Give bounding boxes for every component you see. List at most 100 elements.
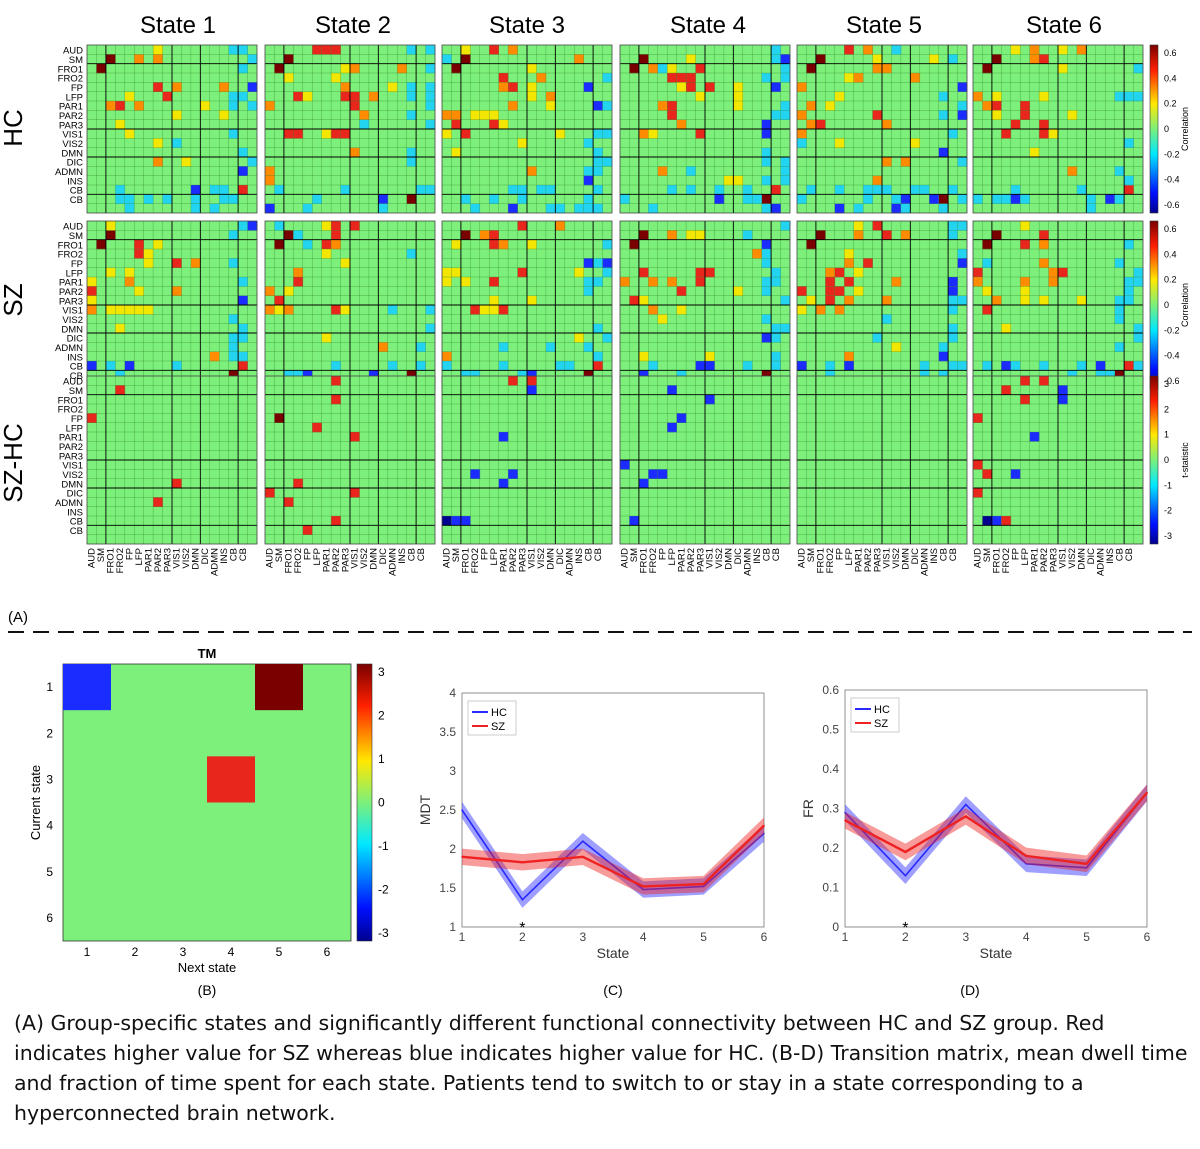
matrix-cell xyxy=(761,119,772,130)
matrix-cell xyxy=(350,101,360,111)
network-label: PAR1 xyxy=(498,548,509,572)
network-label: CB xyxy=(938,548,949,561)
tm-ylabel: Current state xyxy=(28,765,43,840)
network-label: INS xyxy=(67,176,83,187)
matrix-cell xyxy=(648,63,659,74)
matrix-cell xyxy=(1048,267,1059,278)
matrix-cell xyxy=(948,305,958,315)
tm-ytick: 3 xyxy=(46,772,53,786)
matrix-cell xyxy=(797,305,807,315)
matrix-cell xyxy=(87,361,97,371)
matrix-cell xyxy=(667,277,677,287)
y-tick: 3 xyxy=(449,764,456,778)
matrix-cell xyxy=(638,129,649,139)
matrix-cell xyxy=(460,54,471,64)
network-label: LFP xyxy=(66,268,83,279)
matrix-cell xyxy=(1086,194,1097,204)
network-label: VIS1 xyxy=(62,461,83,472)
matrix-cell xyxy=(172,82,182,92)
matrix-cell xyxy=(938,203,949,214)
matrix-cell xyxy=(1029,432,1040,442)
matrix-cell xyxy=(1076,185,1087,195)
network-label: LFP xyxy=(312,548,323,565)
matrix-cell xyxy=(247,157,258,167)
matrix-cell xyxy=(1114,194,1125,204)
matrix-cell xyxy=(321,239,332,250)
matrix-cell xyxy=(190,194,201,204)
matrix-cell xyxy=(378,203,389,214)
figure-caption: (A) Group-specific states and significan… xyxy=(14,1011,1188,1125)
matrix-cell xyxy=(957,110,968,120)
matrix-cell xyxy=(143,258,154,268)
matrix-cell xyxy=(498,478,509,489)
matrix-cell xyxy=(1010,194,1021,204)
matrix-cell xyxy=(545,185,556,195)
matrix-frame xyxy=(796,44,968,214)
y-tick: 0.2 xyxy=(822,841,839,855)
tm-xtick: 4 xyxy=(228,945,235,959)
matrix-cell xyxy=(938,351,949,362)
matrix-cell xyxy=(991,54,1002,64)
matrix-cell xyxy=(219,194,229,204)
matrix-cell xyxy=(190,203,201,214)
matrix-cell xyxy=(761,194,772,204)
matrix-cell xyxy=(705,351,715,362)
tm-xtick: 6 xyxy=(324,945,331,959)
matrix-cell xyxy=(882,185,892,195)
matrix-cell xyxy=(844,249,854,259)
matrix-cell xyxy=(667,385,677,395)
matrix-cell xyxy=(676,305,687,315)
matrix-cell xyxy=(451,119,462,130)
data-point xyxy=(763,832,765,835)
network-label: AUD xyxy=(63,377,83,388)
matrix-cell xyxy=(527,239,537,250)
matrix-cell xyxy=(1020,101,1030,111)
matrix-cell xyxy=(891,45,902,55)
network-label: VIS1 xyxy=(62,130,83,141)
data-point xyxy=(461,809,463,811)
matrix-cell xyxy=(378,194,389,204)
matrix-cell xyxy=(982,63,993,74)
network-label: SM xyxy=(69,231,83,242)
network-label: CB xyxy=(1124,548,1135,561)
network-label: INS xyxy=(67,507,83,518)
matrix-cell xyxy=(238,333,248,343)
network-label: DIC xyxy=(910,548,921,565)
network-label: VIS2 xyxy=(1067,548,1078,569)
matrix-cell xyxy=(982,305,993,315)
network-label: VIS1 xyxy=(705,548,716,569)
matrix-frame xyxy=(441,375,613,545)
network-label: LFP xyxy=(66,423,83,434)
matrix-cell xyxy=(451,267,462,278)
matrix-cell xyxy=(124,305,135,315)
y-tick: 0.3 xyxy=(822,802,839,816)
matrix-cell xyxy=(1124,91,1134,102)
matrix-cell xyxy=(489,230,499,240)
legend-label: HC xyxy=(874,704,890,716)
network-label: DIC xyxy=(200,548,211,565)
matrix-cell xyxy=(545,91,556,102)
y-tick: 1 xyxy=(449,920,456,934)
x-tick: 1 xyxy=(842,930,849,944)
matrix-cell xyxy=(283,370,294,380)
network-label: PAR1 xyxy=(59,433,83,444)
network-label: PAR1 xyxy=(59,102,83,113)
matrix-cell xyxy=(293,370,304,380)
matrix-cell xyxy=(200,101,211,111)
network-label: CB xyxy=(761,548,772,561)
matrix-cell xyxy=(872,63,883,74)
matrix-cell xyxy=(238,63,248,74)
matrix-cell xyxy=(1095,361,1106,371)
matrix-cell xyxy=(340,63,351,74)
matrix-cell xyxy=(593,101,603,111)
colorbar-tick: 0.4 xyxy=(1164,249,1177,259)
network-label: PAR2 xyxy=(59,111,83,122)
matrix-cell xyxy=(723,175,734,186)
network-label: FRO2 xyxy=(825,548,836,573)
matrix-cell xyxy=(517,370,528,380)
matrix-cell xyxy=(350,432,360,442)
matrix-cell xyxy=(247,54,258,64)
matrix-cell xyxy=(143,249,154,259)
matrix-frame xyxy=(619,44,791,214)
matrix-cell xyxy=(489,305,499,315)
